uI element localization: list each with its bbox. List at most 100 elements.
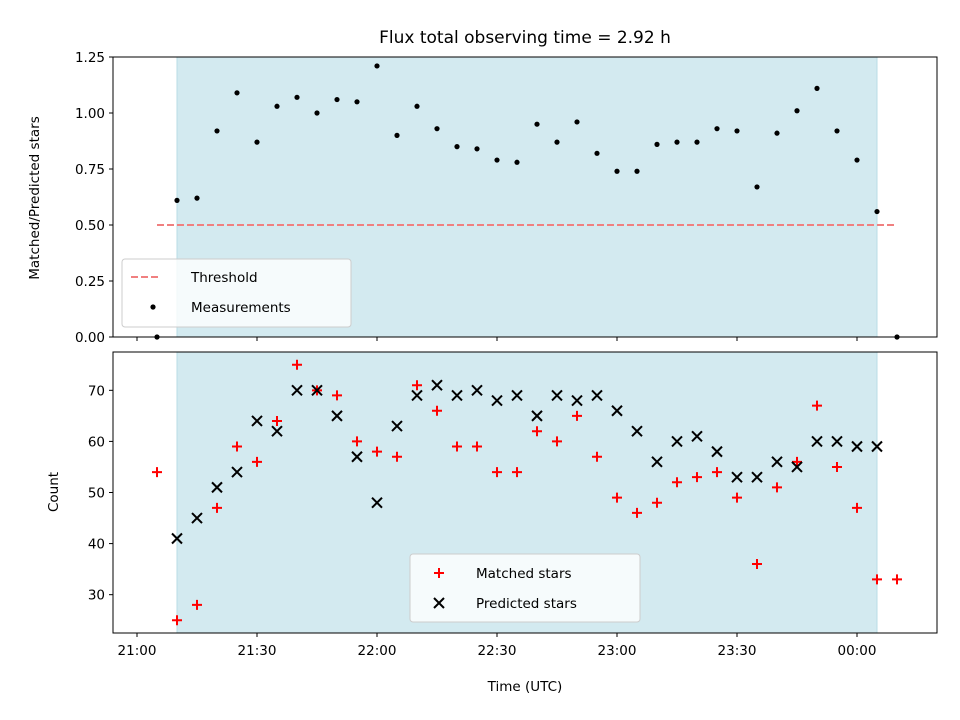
- matched-star-point: [252, 456, 262, 467]
- measurement-point: [474, 146, 480, 152]
- measurement-point: [414, 103, 420, 109]
- matched-star-point: [172, 615, 182, 626]
- predicted-star-point: [491, 394, 503, 407]
- measurement-point: [654, 141, 660, 147]
- matched-star-point: [472, 441, 482, 452]
- predicted-star-point: [871, 440, 883, 453]
- xtick-label: 23:00: [598, 643, 637, 659]
- matched-star-point: [692, 472, 702, 483]
- matched-star-point: [272, 415, 282, 426]
- matched-star-point: [532, 426, 542, 437]
- xtick-label: 22:30: [478, 643, 517, 659]
- bottom-ytick-label: 60: [88, 434, 105, 450]
- measurement-point: [294, 94, 300, 100]
- matched-star-point: [652, 497, 662, 508]
- matched-star-point: [872, 574, 882, 585]
- measurement-point: [694, 139, 700, 145]
- measurement-point: [794, 108, 800, 114]
- xtick-label: 21:30: [238, 643, 277, 659]
- bottom-ylabel: Count: [46, 472, 62, 512]
- predicted-star-point: [611, 405, 623, 417]
- matched-star-point: [672, 477, 682, 488]
- measurement-point: [634, 168, 640, 174]
- top-ytick-label: 0.75: [75, 162, 105, 178]
- chart-title: Flux total observing time = 2.92 h: [379, 28, 671, 48]
- legend-matched-swatch: [434, 568, 444, 578]
- predicted-star-point: [591, 389, 603, 402]
- predicted-star-point: [271, 425, 283, 437]
- predicted-star-point: [771, 456, 783, 468]
- xtick-label: 23:30: [718, 643, 757, 659]
- predicted-star-point: [251, 415, 263, 427]
- matched-star-point: [372, 446, 382, 457]
- measurement-point: [194, 195, 200, 201]
- measurement-point: [814, 85, 820, 91]
- legend-threshold-label: Threshold: [190, 270, 258, 286]
- matched-star-point: [852, 502, 862, 513]
- measurement-point: [614, 168, 620, 174]
- measurement-point: [334, 96, 340, 103]
- predicted-star-point: [531, 410, 543, 422]
- matched-star-point: [732, 492, 742, 503]
- legend-matched-label: Matched stars: [476, 566, 572, 582]
- bottom-ytick-label: 70: [88, 383, 105, 399]
- measurement-point: [494, 157, 500, 163]
- top-ytick-label: 0.00: [75, 330, 105, 346]
- measurement-point: [714, 126, 720, 132]
- matched-star-point: [152, 467, 162, 478]
- measurement-point: [574, 119, 580, 125]
- top-ytick-label: 0.25: [75, 274, 105, 290]
- xtick-label: 22:00: [358, 643, 397, 659]
- predicted-star-point: [211, 481, 223, 494]
- matched-star-point: [832, 461, 842, 472]
- measurement-point: [174, 197, 180, 203]
- matched-star-point: [792, 456, 802, 467]
- matched-star-point: [212, 502, 222, 513]
- matched-star-point: [552, 436, 562, 447]
- predicted-star-point: [351, 451, 363, 463]
- predicted-star-point: [291, 384, 303, 397]
- predicted-star-point: [751, 471, 763, 483]
- measurement-point: [754, 184, 760, 190]
- matched-star-point: [612, 492, 622, 503]
- matched-star-point: [752, 559, 762, 570]
- xtick-label: 21:00: [118, 643, 157, 659]
- xtick-label: 00:00: [838, 643, 877, 659]
- measurement-point: [554, 139, 560, 145]
- measurement-point: [674, 139, 680, 145]
- matched-star-point: [352, 436, 362, 447]
- matched-star-point: [712, 467, 722, 478]
- measurement-point: [854, 157, 860, 163]
- legend-measurement-swatch: [150, 304, 156, 310]
- top-legend-box: [121, 258, 352, 328]
- predicted-star-point: [371, 497, 383, 509]
- measurement-point: [394, 132, 400, 138]
- x-axis-label: Time (UTC): [487, 679, 563, 695]
- measurement-point: [434, 126, 440, 132]
- predicted-star-point: [791, 461, 803, 473]
- measurement-point: [594, 150, 600, 156]
- matched-star-point: [432, 405, 442, 416]
- matched-star-point: [412, 380, 422, 391]
- predicted-star-point: [411, 389, 423, 402]
- predicted-star-point: [471, 384, 483, 397]
- matched-star-point: [292, 359, 302, 370]
- predicted-star-point: [171, 532, 183, 545]
- top-ylabel: Matched/Predicted stars: [27, 116, 43, 279]
- predicted-star-point: [731, 471, 743, 483]
- top-ytick-label: 0.50: [75, 218, 105, 234]
- measurement-point: [254, 139, 260, 145]
- matched-star-point: [572, 410, 582, 421]
- matched-star-point: [772, 482, 782, 493]
- measurement-point: [374, 63, 380, 69]
- measurement-point: [454, 144, 460, 150]
- predicted-star-point: [231, 466, 243, 478]
- measurement-point: [214, 128, 220, 134]
- bottom-ytick-label: 50: [88, 486, 105, 502]
- matched-star-point: [232, 441, 242, 452]
- measurement-point: [834, 128, 840, 134]
- matched-star-point: [192, 599, 202, 610]
- predicted-star-point: [391, 420, 403, 432]
- bottom-legend-box: [409, 553, 641, 623]
